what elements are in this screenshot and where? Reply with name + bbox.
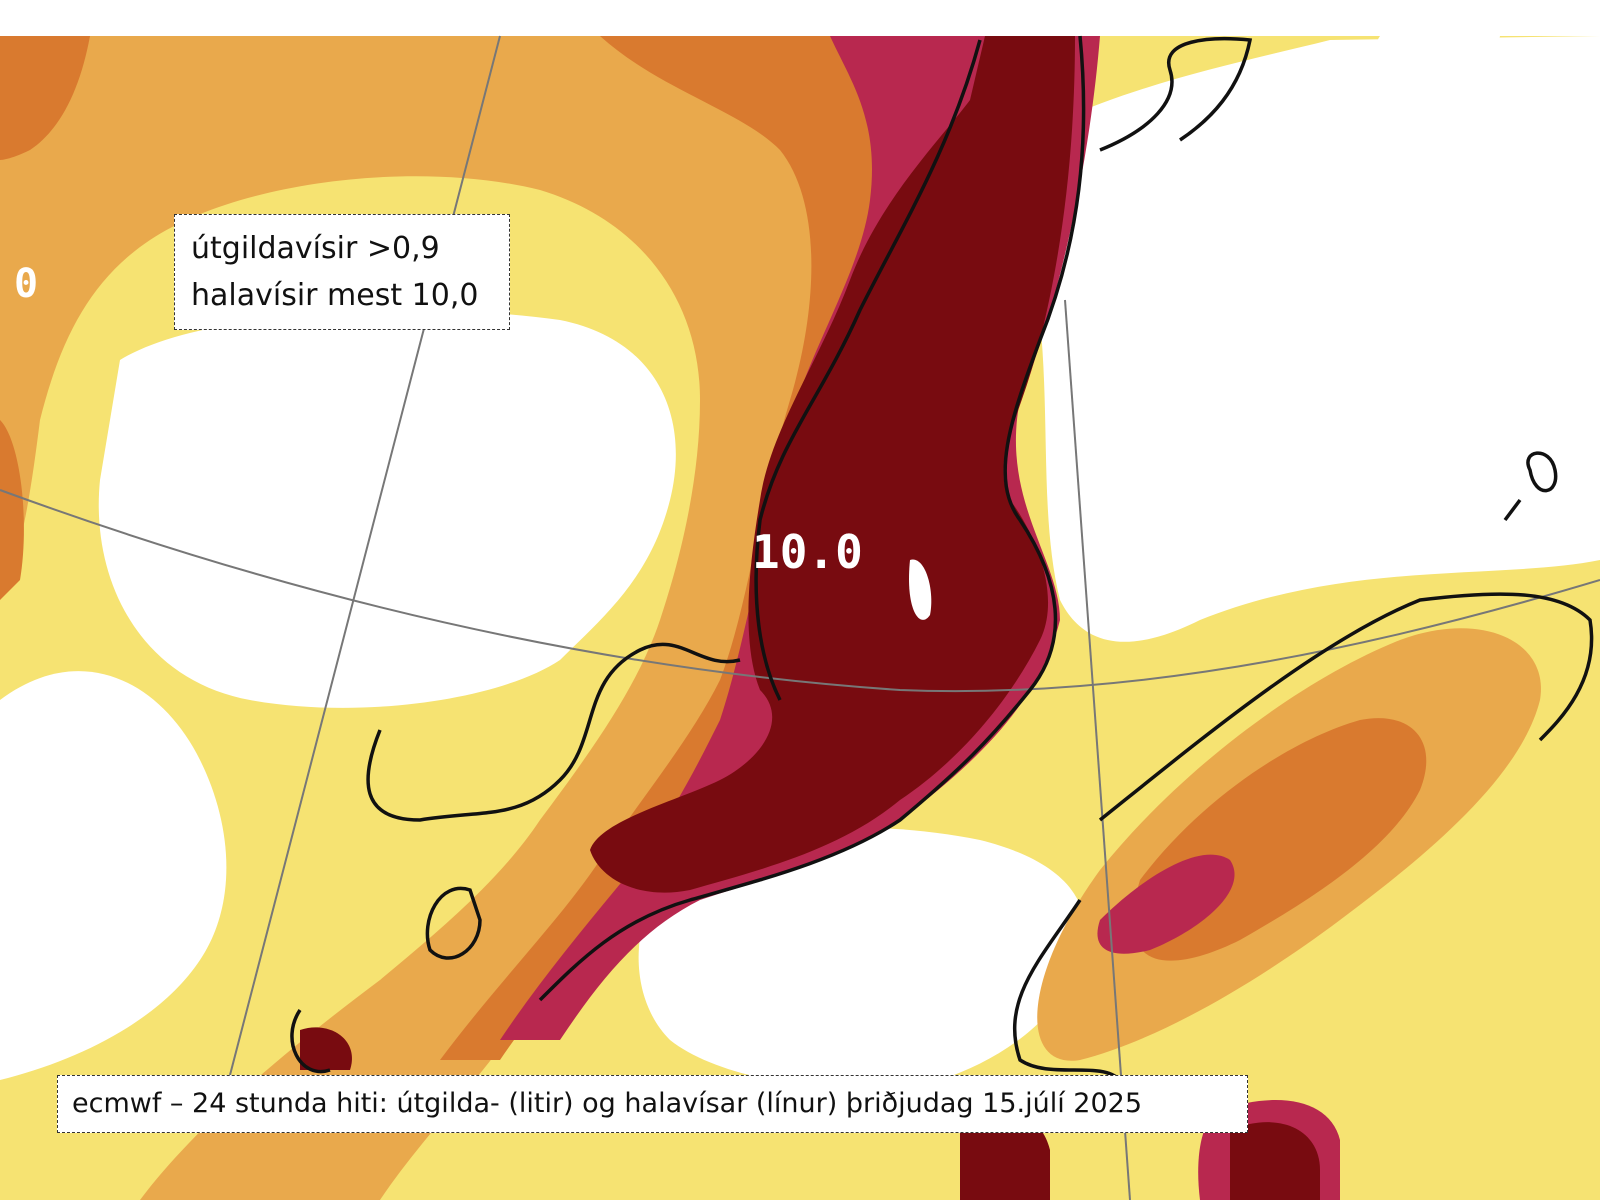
- contour-lines: [290, 35, 1594, 1082]
- grid-lines: [0, 35, 1600, 1200]
- white-areas: [0, 36, 1600, 1088]
- map-value-label: 0: [14, 261, 38, 307]
- legend-line: halavísir mest 10,0: [191, 278, 479, 313]
- dark-red-areas: [300, 36, 1320, 1200]
- top-strip: [0, 0, 1600, 36]
- legend-line: útgildavísir >0,9: [191, 231, 440, 266]
- legend-box: útgildavísir >0,9 halavísir mest 10,0: [174, 214, 510, 330]
- map-value-label: 10.0: [752, 525, 863, 579]
- caption: ecmwf – 24 stunda hiti: útgilda- (litir)…: [57, 1075, 1248, 1133]
